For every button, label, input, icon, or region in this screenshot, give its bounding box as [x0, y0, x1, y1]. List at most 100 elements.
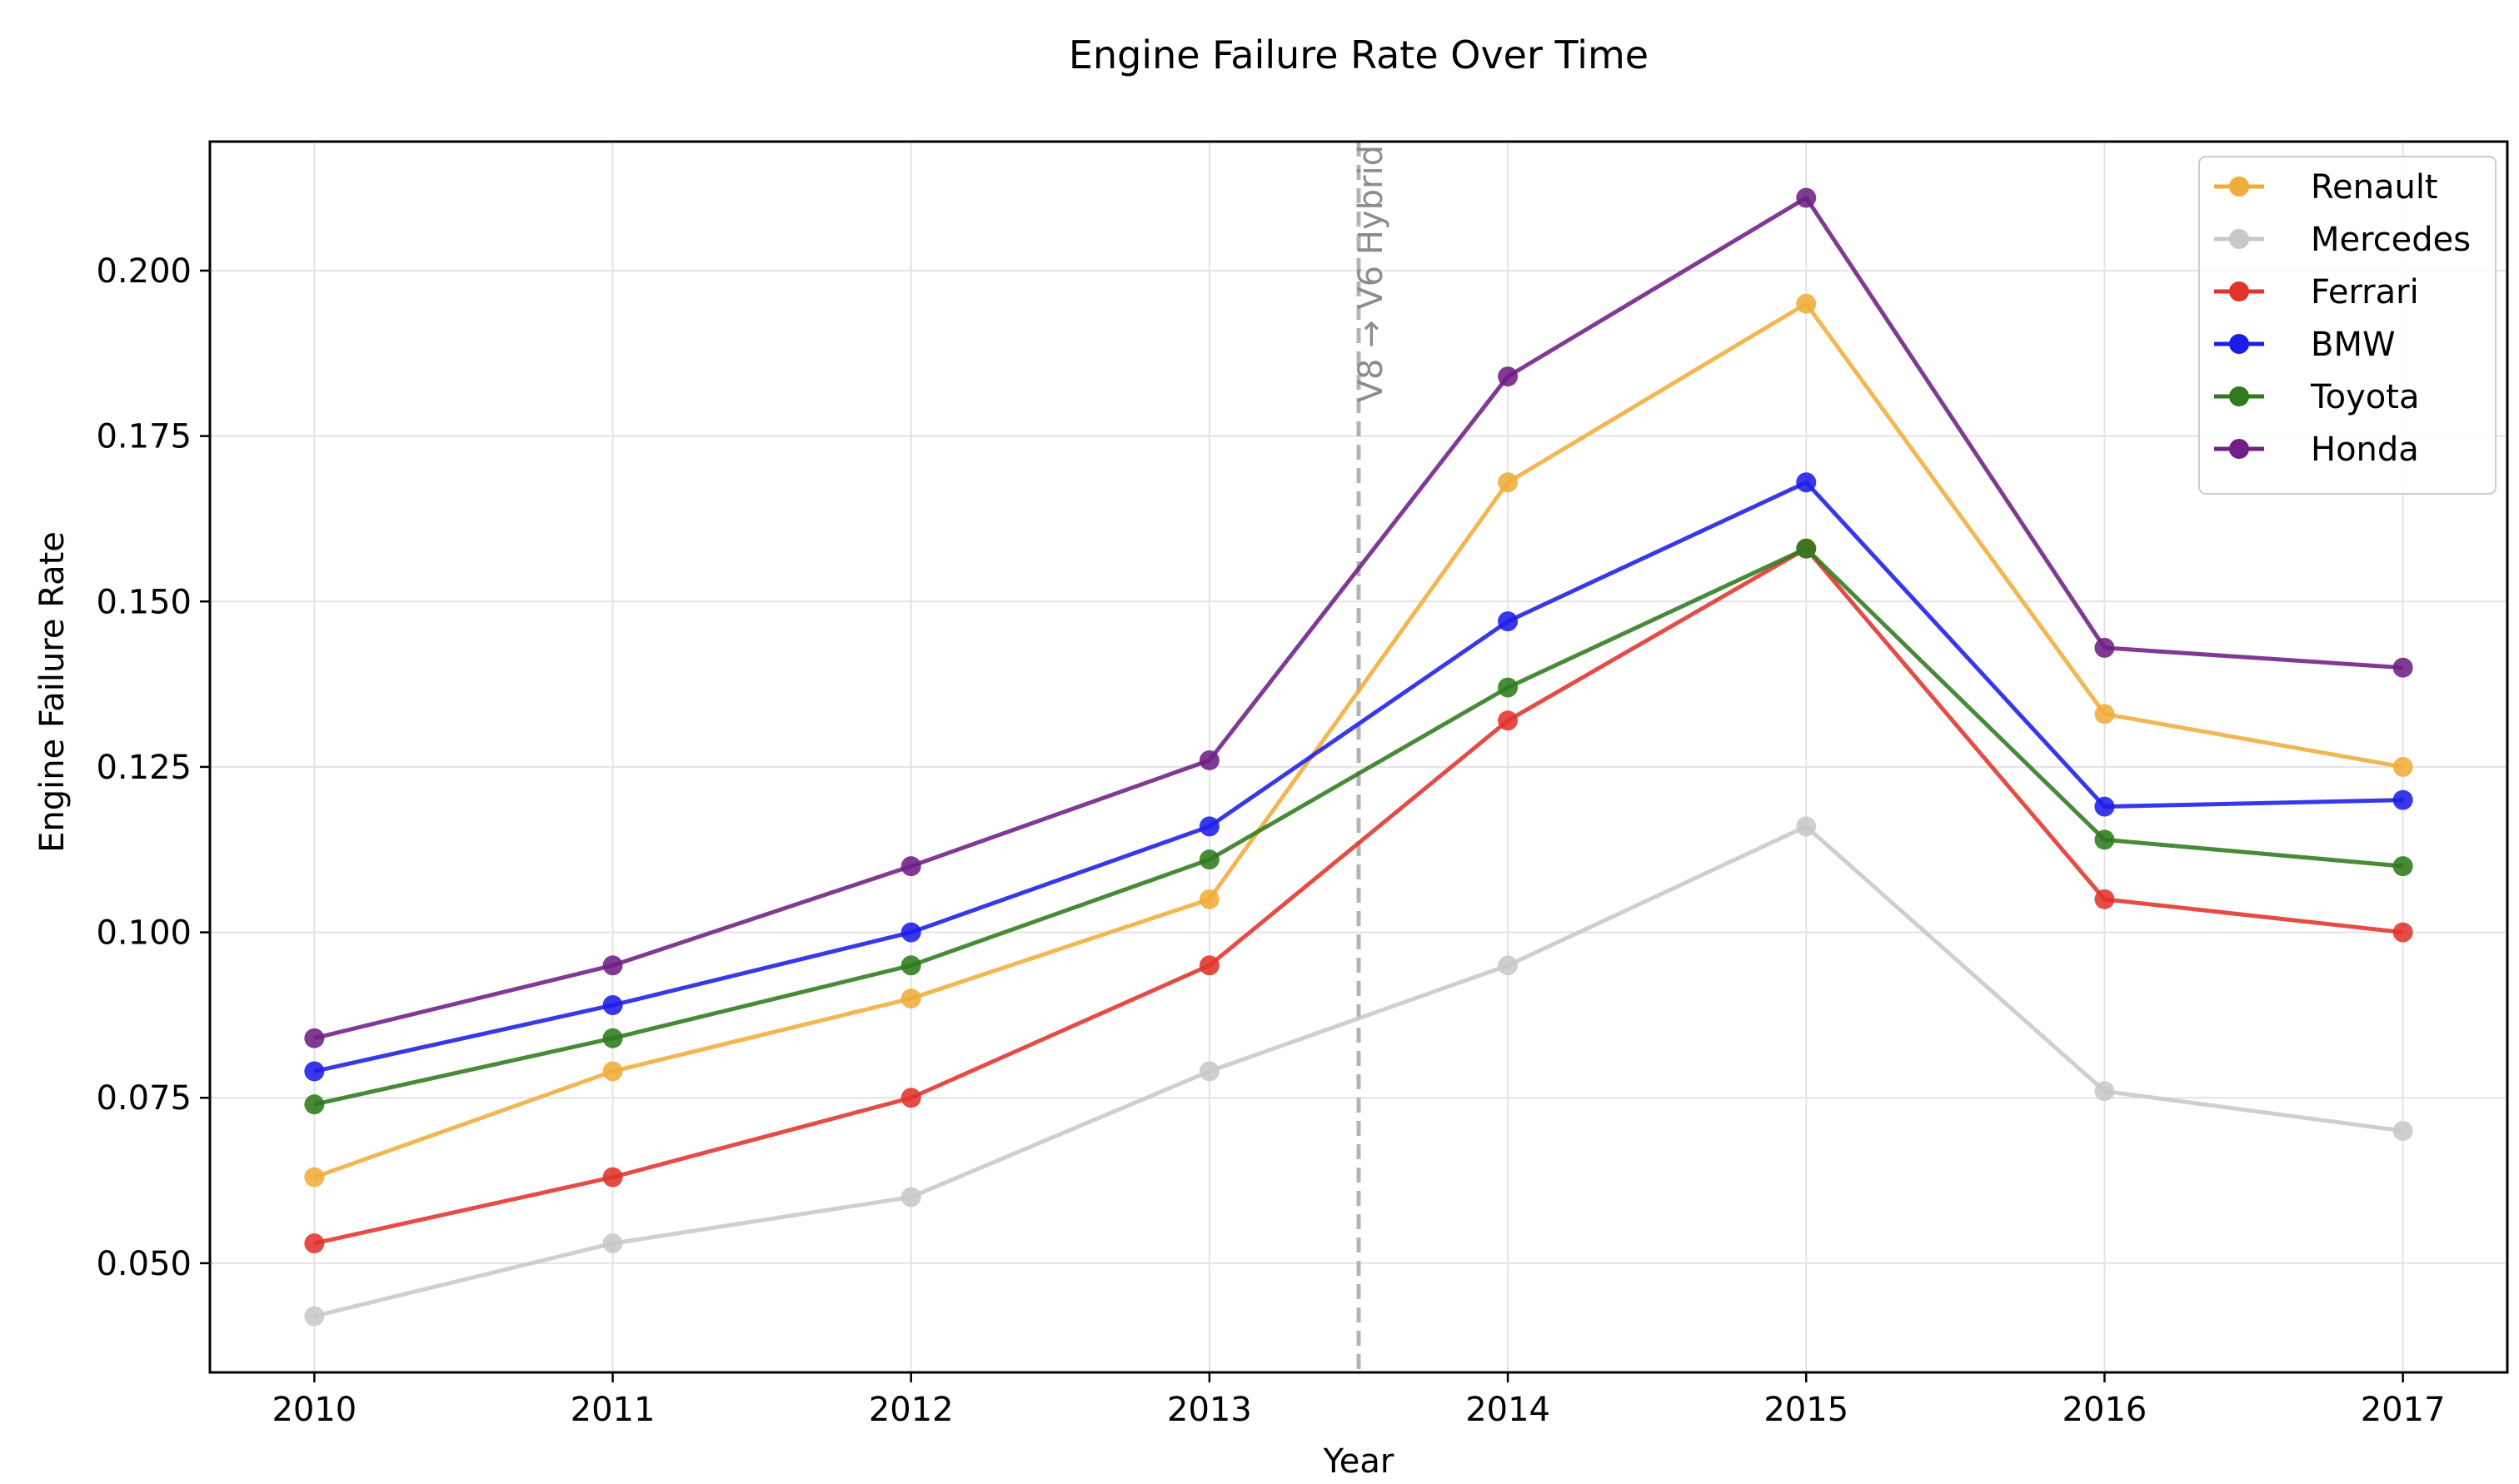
data-point [2392, 1120, 2413, 1141]
data-point [602, 994, 623, 1015]
data-point [1498, 677, 1519, 698]
series-bmw [304, 472, 2413, 1082]
x-axis-ticks: 2010 2011 2012 2013 2014 2015 2016 2017 [272, 1372, 2446, 1429]
data-point [1498, 366, 1519, 387]
legend-swatch-marker [2229, 439, 2249, 459]
data-point [2392, 922, 2413, 943]
data-point [1498, 611, 1519, 632]
data-point [1199, 1061, 1220, 1082]
y-tick-label: 0.050 [96, 1245, 192, 1283]
data-point [304, 1094, 325, 1115]
legend-item-bmw: BMW [2214, 326, 2396, 364]
annotation-label: V8 → V6 Hybrid [1352, 145, 1390, 402]
data-point [1199, 889, 1220, 909]
plot-area-frame [208, 140, 2509, 1374]
x-tick-label: 2013 [1167, 1391, 1252, 1429]
data-point [1796, 187, 1817, 208]
legend-label: BMW [2311, 326, 2396, 364]
data-point [2094, 1081, 2115, 1102]
legend-swatch-marker [2229, 229, 2249, 249]
y-axis-label: Engine Failure Rate [33, 531, 72, 853]
data-point [304, 1167, 325, 1188]
legend-swatch-marker [2229, 281, 2249, 301]
data-point [1498, 472, 1519, 493]
legend-swatch-marker [2229, 334, 2249, 354]
data-point [1796, 538, 1817, 559]
series-line [313, 546, 2403, 1246]
series-ferrari [304, 538, 2413, 1254]
data-point [2094, 829, 2115, 850]
y-tick-label: 0.075 [96, 1079, 192, 1118]
data-point [1199, 749, 1220, 770]
data-point [2392, 657, 2413, 678]
series-renault [304, 293, 2413, 1188]
series-line [313, 301, 2404, 1179]
series-mercedes [304, 816, 2413, 1327]
data-point [2094, 704, 2115, 725]
data-point [2392, 789, 2413, 810]
legend-item-mercedes: Mercedes [2214, 221, 2471, 259]
y-tick-label: 0.125 [96, 749, 192, 787]
data-point [2094, 796, 2115, 817]
series-line [313, 196, 2403, 1041]
data-point [900, 856, 921, 877]
series-toyota [304, 538, 2413, 1115]
x-axis-label: Year [1323, 1442, 1394, 1481]
data-point [2094, 637, 2115, 658]
data-point [2094, 889, 2115, 909]
data-point [1199, 849, 1220, 870]
data-point [900, 1088, 921, 1108]
chart-title: Engine Failure Rate Over Time [1069, 32, 1649, 77]
x-tick-label: 2016 [2063, 1391, 2147, 1429]
x-tick-label: 2015 [1763, 1391, 1848, 1429]
x-tick-label: 2014 [1465, 1391, 1550, 1429]
data-point [1796, 816, 1817, 837]
legend-swatch-marker [2229, 386, 2249, 406]
legend-item-renault: Renault [2214, 168, 2438, 207]
data-point [1796, 472, 1817, 493]
data-point [602, 1028, 623, 1048]
data-point [1796, 293, 1817, 314]
x-tick-label: 2011 [571, 1391, 656, 1429]
y-tick-label: 0.200 [96, 252, 192, 291]
data-point [900, 1187, 921, 1208]
data-point [602, 1061, 623, 1082]
data-point [900, 922, 921, 943]
legend-label: Honda [2311, 431, 2419, 469]
data-point [1199, 816, 1220, 837]
legend-swatch-marker [2229, 177, 2249, 197]
series-line [313, 480, 2403, 1073]
annotations: V8 → V6 Hybrid [1352, 142, 1390, 1372]
legend-item-ferrari: Ferrari [2214, 273, 2419, 311]
x-tick-label: 2017 [2361, 1391, 2446, 1429]
x-tick-label: 2010 [272, 1391, 357, 1429]
data-point [304, 1028, 325, 1048]
y-tick-label: 0.100 [96, 914, 192, 953]
data-point [602, 1233, 623, 1254]
legend-item-toyota: Toyota [2214, 378, 2419, 416]
data-point [304, 1233, 325, 1254]
series-honda [304, 187, 2413, 1048]
legend-box [2198, 156, 2497, 495]
data-point [1498, 710, 1519, 731]
data-point [304, 1306, 325, 1327]
legend-label: Renault [2311, 168, 2438, 207]
data-point [304, 1061, 325, 1082]
data-point [1498, 955, 1519, 976]
data-point [2392, 756, 2413, 777]
y-axis-ticks: 0.050 0.075 0.100 0.125 0.150 0.175 0.200 [96, 252, 210, 1283]
data-point [900, 955, 921, 976]
data-point [1199, 955, 1220, 976]
y-tick-label: 0.150 [96, 583, 192, 621]
legend-label: Mercedes [2311, 221, 2471, 259]
y-tick-label: 0.175 [96, 418, 192, 456]
legend-label: Ferrari [2311, 273, 2419, 311]
data-point [602, 955, 623, 976]
data-point [900, 989, 921, 1009]
series-line [313, 824, 2403, 1318]
series-line [313, 546, 2403, 1107]
x-tick-label: 2012 [869, 1391, 954, 1429]
data-point [602, 1167, 623, 1188]
